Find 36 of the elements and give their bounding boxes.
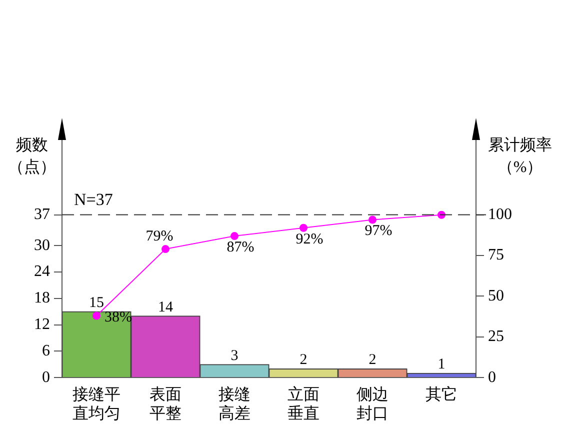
data-label: 3 [230, 348, 238, 364]
point [230, 232, 238, 240]
x-tick-label: 侧边封口 [356, 385, 388, 423]
y-tick-label: 0 [42, 368, 50, 386]
x-tick-label: 接缝平直均匀 [72, 385, 120, 423]
data-label: 2 [368, 352, 376, 368]
point [162, 245, 170, 254]
point [92, 312, 100, 320]
data-label: 14 [158, 299, 174, 316]
data-label: 92% [296, 231, 324, 248]
y2-tick-label: 50 [488, 287, 504, 304]
data-label: 87% [226, 239, 254, 256]
point [300, 224, 308, 232]
y2-tick-label: 0 [488, 368, 496, 386]
data-label: 1 [438, 356, 446, 373]
y-tick-label: 12 [34, 316, 50, 334]
y-tick-label: 30 [34, 236, 50, 254]
y-tick-label: 6 [42, 342, 50, 360]
y-tick-label: 37 [34, 206, 50, 224]
y-axis-title: 频数（点） [8, 137, 56, 176]
data-label: 2 [300, 352, 308, 368]
x-tick-label: 表面平整 [150, 385, 182, 423]
x-tick-label: 其它 [426, 385, 458, 404]
x-tick-label: 接缝高差 [218, 385, 250, 423]
y2-axis-title: 累计频率（%） [488, 136, 552, 176]
y-tick-label: 24 [34, 263, 50, 280]
y2-tick-label: 75 [488, 246, 504, 264]
x-tick-label: 立面垂直 [288, 385, 320, 423]
ref-line-label: N=37 [74, 190, 114, 209]
y-tick-label: 18 [34, 290, 50, 307]
y2-tick-label: 25 [488, 328, 504, 346]
y2-tick-label: 100 [488, 206, 512, 224]
data-label: 79% [146, 228, 174, 244]
point [368, 216, 376, 224]
data-label: 97% [364, 223, 392, 240]
data-label: 15 [89, 295, 104, 312]
